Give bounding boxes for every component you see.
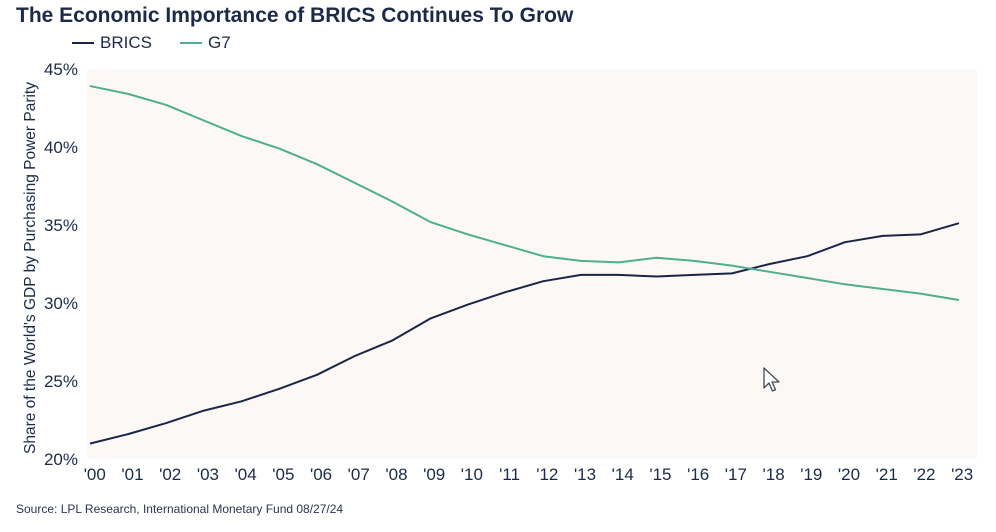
y-tick-label: 40% [44,138,78,157]
data-point-g7 [165,104,168,106]
x-tick-label: '22 [913,465,935,484]
data-point-brics [240,400,243,403]
y-tick-label: 30% [44,294,78,313]
x-tick-label: '21 [876,465,898,484]
x-tick-label: '10 [461,465,483,484]
data-point-g7 [844,283,846,286]
x-tick-label: '18 [763,465,785,484]
chart-title: The Economic Importance of BRICS Continu… [16,4,574,27]
x-tick-label: '11 [499,465,520,484]
data-point-brics [693,274,696,276]
y-tick-label: 25% [44,372,78,391]
data-point-brics [957,222,959,225]
data-point-brics [919,233,922,236]
data-point-g7 [353,182,356,184]
data-point-brics [881,235,884,237]
data-point-g7 [806,277,809,279]
data-point-g7 [89,85,92,88]
legend-label-g7: G7 [207,33,231,52]
legend-swatch-g7 [179,42,202,44]
data-point-g7 [693,260,696,262]
source-note: Source: LPL Research, International Mone… [16,502,344,516]
data-point-g7 [768,270,771,273]
data-point-g7 [881,288,884,290]
data-point-g7 [467,233,469,236]
data-point-brics [467,303,469,306]
x-tick-label: '16 [687,465,709,484]
data-point-g7 [617,261,620,264]
data-point-g7 [127,93,130,95]
x-tick-label: '01 [121,465,143,484]
data-point-brics [278,387,281,390]
data-point-brics [768,263,771,265]
data-point-brics [165,422,168,424]
y-tick-label: 35% [44,216,78,235]
data-point-brics [655,275,658,278]
data-point-g7 [240,135,243,138]
y-axis-title: Share of the World's GDP by Purchasing P… [22,82,39,454]
data-point-g7 [580,260,582,262]
chart-legend: BRICS G7 [72,33,231,53]
data-point-g7 [542,255,545,258]
x-tick-label: '17 [725,465,747,484]
data-point-brics [127,433,130,435]
data-point-brics [844,241,846,244]
series-line-brics [89,222,960,445]
data-point-g7 [504,244,507,247]
data-point-g7 [919,292,922,295]
mouse-cursor-icon [763,367,780,392]
x-tick-label: '12 [536,465,558,484]
data-point-g7 [731,264,733,267]
x-tick-label: '00 [84,465,106,484]
x-tick-label: '04 [235,465,257,484]
data-point-g7 [957,299,959,301]
data-point-g7 [655,256,658,259]
data-point-brics [617,274,620,276]
data-point-g7 [429,221,432,223]
legend-item-brics: BRICS [72,33,152,53]
x-tick-label: '23 [951,465,973,484]
data-point-brics [580,274,582,276]
data-point-brics [316,373,318,376]
legend-item-g7: G7 [179,33,231,53]
data-point-brics [542,280,545,283]
x-tick-label: '13 [574,465,596,484]
data-point-brics [731,272,733,275]
data-point-brics [806,255,809,258]
data-point-g7 [278,147,281,150]
x-tick-label: '05 [272,465,294,484]
x-tick-label: '07 [348,465,370,484]
x-tick-label: '20 [838,465,860,484]
y-tick-label: 45% [44,60,78,79]
x-tick-label: '14 [612,465,634,484]
data-point-brics [353,355,356,357]
legend-swatch-brics [72,42,94,44]
data-point-brics [89,442,92,445]
data-point-brics [203,409,205,412]
series-line-g7 [89,85,960,301]
data-point-brics [504,291,507,293]
data-point-g7 [391,200,394,203]
x-tick-label: '09 [423,465,445,484]
x-tick-label: '08 [385,465,407,484]
legend-label-brics: BRICS [100,33,152,52]
data-point-g7 [203,119,205,122]
x-tick-label: '19 [800,465,822,484]
y-tick-label: 20% [44,450,78,469]
data-point-g7 [316,163,318,166]
data-point-brics [391,339,394,342]
x-tick-label: '06 [310,465,332,484]
x-tick-label: '02 [159,465,181,484]
x-tick-label: '15 [649,465,671,484]
x-tick-label: '03 [197,465,219,484]
data-point-brics [429,317,432,320]
